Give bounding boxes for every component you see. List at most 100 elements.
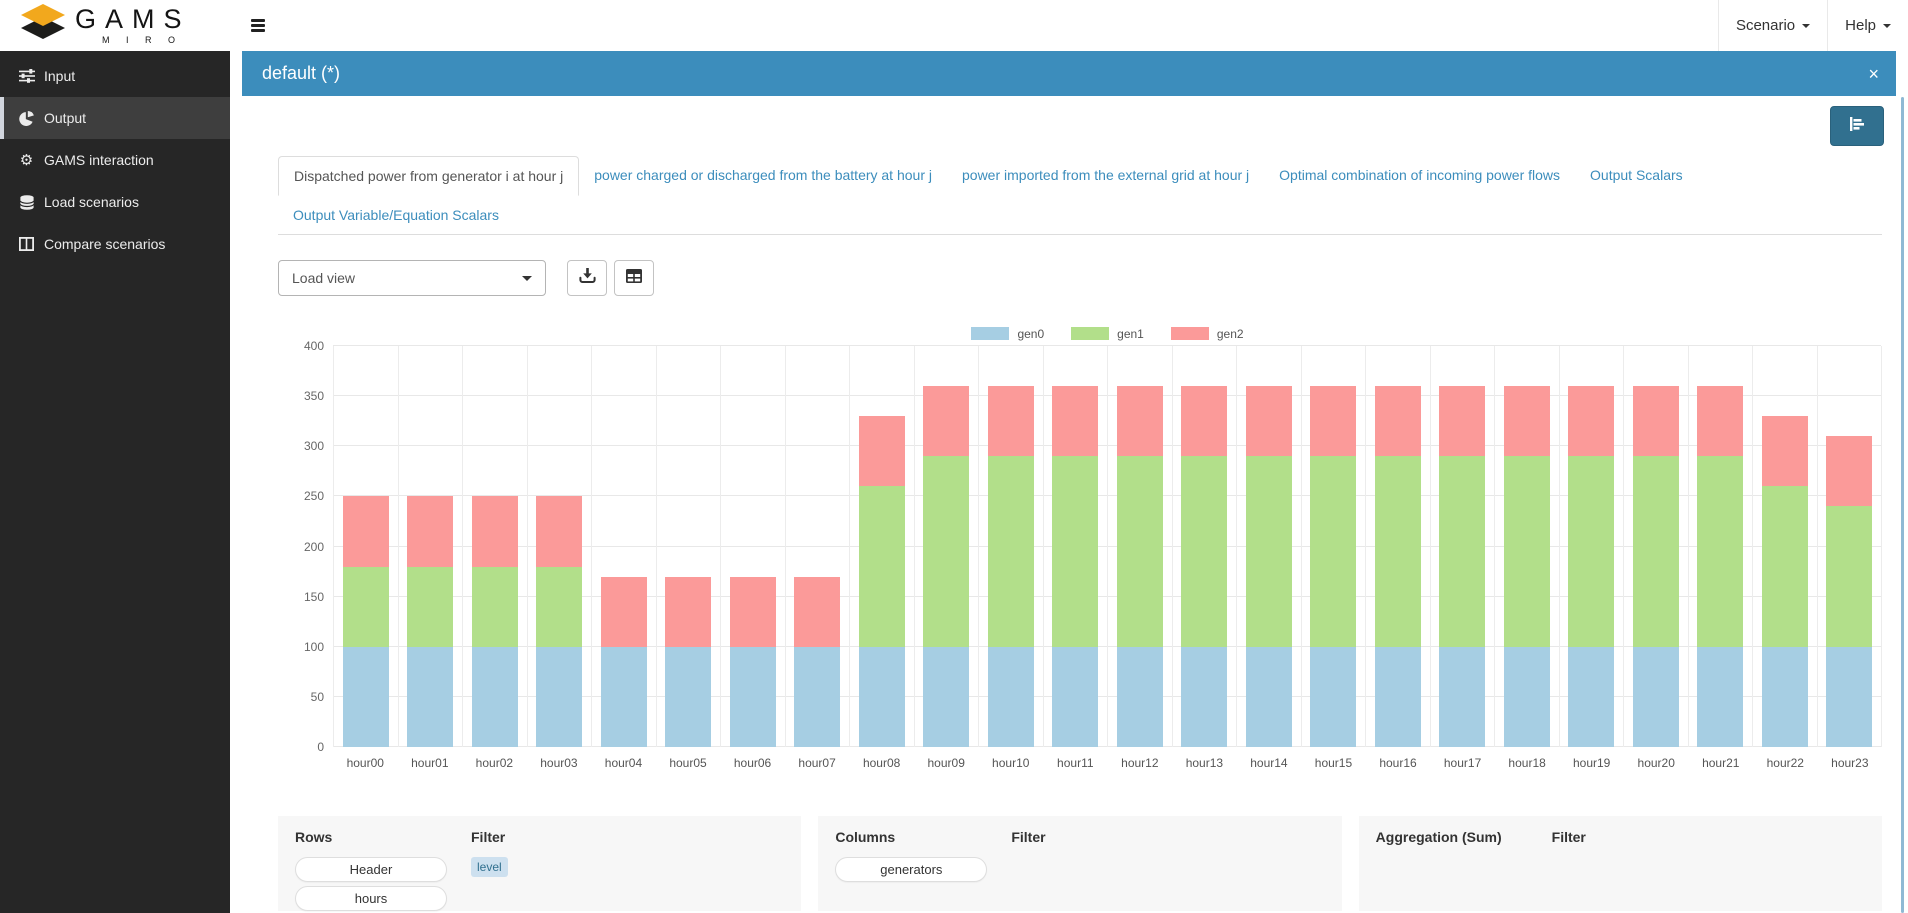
sidebar-item-input[interactable]: Input <box>0 55 230 97</box>
load-view-select[interactable]: Load view <box>278 260 546 296</box>
bar-segment-gen2 <box>600 576 647 647</box>
bar-segment-gen2 <box>407 496 454 567</box>
bar-segment-gen0 <box>987 646 1034 747</box>
tab[interactable]: power charged or discharged from the bat… <box>594 167 932 183</box>
bar-slot <box>655 346 721 747</box>
bar-segment-gen0 <box>1439 646 1486 747</box>
tab[interactable]: Optimal combination of incoming power fl… <box>1279 167 1561 183</box>
bar-segment-gen0 <box>1503 646 1550 747</box>
sidebar-item-output[interactable]: Output <box>0 97 230 139</box>
sidebar-item-compare-scenarios[interactable]: Compare scenarios <box>0 223 230 265</box>
topbar: GAMS M I R O Scenario Help <box>0 0 1908 51</box>
bar-slot <box>1171 346 1237 747</box>
bar-segment-gen0 <box>794 646 841 747</box>
bar-segment-gen0 <box>600 646 647 747</box>
bar-segment-gen2 <box>858 416 905 487</box>
menu-help[interactable]: Help <box>1827 0 1908 51</box>
x-tick-label: hour03 <box>540 756 578 770</box>
stacked-bar-hour15 <box>1310 386 1357 747</box>
bar-slot <box>1494 346 1559 747</box>
tab-active[interactable]: Dispatched power from generator i at hou… <box>278 156 580 196</box>
vertical-scrollbar[interactable] <box>1901 97 1904 913</box>
bar-segment-gen1 <box>1761 486 1808 647</box>
gams-miro-logo: GAMS M I R O <box>0 0 230 51</box>
bar-segment-gen0 <box>1116 646 1163 747</box>
legend-item-gen2[interactable]: gen2 <box>1170 326 1244 341</box>
menu-scenario[interactable]: Scenario <box>1717 0 1827 51</box>
legend-item-gen0[interactable]: gen0 <box>971 326 1044 341</box>
tab[interactable]: Output Scalars <box>1590 167 1683 183</box>
pivot-pill-header[interactable]: Header <box>295 857 447 882</box>
output-tabs: Dispatched power from generator i at hou… <box>278 156 1882 235</box>
y-tick-label: 250 <box>303 489 324 504</box>
pivot-group-aggregation-sum: Aggregation (Sum) Filter <box>1358 816 1882 911</box>
bar-slot <box>1558 346 1624 747</box>
x-tick-label: hour06 <box>733 756 772 770</box>
bar-segment-gen1 <box>1439 456 1486 647</box>
caret-down-icon <box>1802 23 1811 28</box>
sidebar-item-load-scenarios[interactable]: Load scenarios <box>0 181 230 223</box>
sidebar-toggle-hamburger-icon[interactable] <box>247 15 269 36</box>
bar-segment-gen1 <box>1374 456 1421 647</box>
chart-view-toggle-button[interactable] <box>1830 106 1884 146</box>
bar-segment-gen0 <box>1245 646 1292 747</box>
stacked-bar-hour06 <box>729 576 776 747</box>
gridline <box>333 345 1881 346</box>
stacked-bar-hour05 <box>665 576 712 747</box>
pivot-group-columns: Columns generators Filter <box>818 816 1342 911</box>
bar-slots <box>333 346 1881 747</box>
bar-slot <box>1300 346 1366 747</box>
sidebar-item-label: Compare scenarios <box>44 236 166 252</box>
columns-icon <box>18 237 35 251</box>
bar-slot <box>526 346 592 747</box>
bar-segment-gen0 <box>729 646 776 747</box>
bar-segment-gen2 <box>1116 386 1163 457</box>
bar-segment-gen0 <box>1632 646 1679 747</box>
legend-item-gen1[interactable]: gen1 <box>1071 326 1144 341</box>
bar-chart-icon <box>1848 116 1866 137</box>
stacked-bar-hour13 <box>1181 386 1228 747</box>
stacked-bar-hour12 <box>1116 386 1163 747</box>
panel-body: Dispatched power from generator i at hou… <box>242 96 1896 911</box>
stacked-bar-hour18 <box>1503 386 1550 747</box>
tab[interactable]: power imported from the external grid at… <box>962 167 1250 183</box>
pivot-pill-hours[interactable]: hours <box>295 886 447 911</box>
sidebar-item-label: Input <box>44 68 76 84</box>
bar-segment-gen0 <box>858 646 905 747</box>
y-tick-label: 400 <box>303 339 324 353</box>
stacked-bar-hour02 <box>471 496 518 747</box>
sidebar-item-gams-interaction[interactable]: ⚙ GAMS interaction <box>0 139 230 181</box>
gear-icon: ⚙ <box>19 150 34 169</box>
bar-segment-gen2 <box>1310 386 1357 457</box>
x-tick-label: hour12 <box>1121 756 1159 770</box>
legend-swatch <box>1170 327 1209 340</box>
table-view-button[interactable] <box>614 260 654 296</box>
bar-slot <box>784 346 850 747</box>
bar-segment-gen0 <box>536 646 583 747</box>
pivot-pill-generators[interactable]: generators <box>835 857 988 882</box>
stacked-bar-hour07 <box>794 576 841 747</box>
y-tick-label: 0 <box>317 740 324 754</box>
stacked-bar-hour23 <box>1826 436 1873 747</box>
bar-segment-gen0 <box>1310 646 1357 747</box>
bar-slot <box>1752 346 1817 747</box>
caret-down-icon <box>1883 23 1891 28</box>
bar-segment-gen2 <box>1697 386 1744 457</box>
bar-segment-gen1 <box>1181 456 1228 647</box>
x-tick-label: hour07 <box>798 756 836 770</box>
bar-slot <box>591 346 656 747</box>
bar-segment-gen2 <box>1374 386 1421 457</box>
y-tick-label: 300 <box>303 439 324 454</box>
view-controls: Load view <box>278 260 1882 296</box>
bar-segment-gen2 <box>794 576 841 647</box>
close-icon[interactable]: × <box>1868 63 1879 84</box>
tab[interactable]: Output Variable/Equation Scalars <box>293 207 499 223</box>
stacked-bar-hour21 <box>1697 386 1744 747</box>
stacked-bar-hour16 <box>1374 386 1421 747</box>
x-tick-label: hour13 <box>1185 756 1224 770</box>
bar-segment-gen2 <box>342 496 389 567</box>
bar-segment-gen1 <box>1503 456 1550 647</box>
filter-badge-level[interactable]: level <box>471 857 508 877</box>
download-button[interactable] <box>567 260 607 296</box>
legend-label: gen0 <box>1017 326 1045 341</box>
